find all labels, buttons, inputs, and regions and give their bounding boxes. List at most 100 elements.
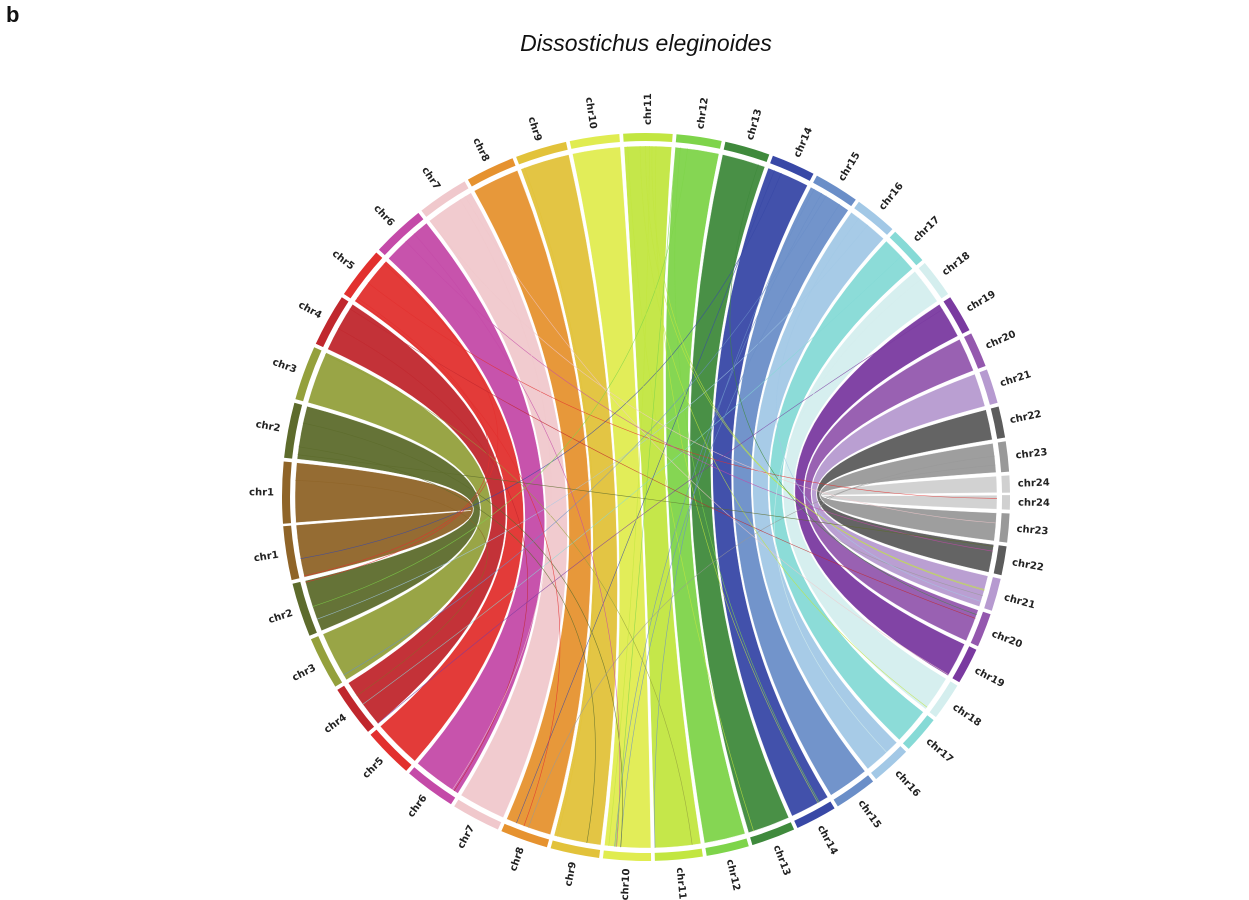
ideogram-chr11-bottom: [654, 848, 703, 861]
label-chr2-bottom: chr2: [267, 608, 294, 626]
ideogram-chr19-bottom: [952, 646, 977, 683]
link-line: [343, 195, 827, 676]
cross-links: [295, 145, 998, 848]
label-chr22-top: chr22: [1009, 409, 1043, 426]
link-line: [608, 145, 650, 847]
ideogram-chr14-bottom: [794, 801, 835, 828]
ideogram-chr16-top: [854, 201, 893, 235]
label-chr1-bottom: chr1: [253, 550, 279, 565]
link-line: [654, 188, 815, 848]
ribbon-chr17: [769, 240, 924, 741]
label-chr19-top: chr19: [965, 289, 998, 315]
link-line: [324, 354, 693, 845]
ideogram-chr10-bottom: [602, 850, 652, 862]
link-line: [349, 308, 976, 619]
label-chr7-top: chr7: [419, 165, 442, 192]
link-line: [312, 148, 688, 607]
link-line: [316, 224, 869, 620]
link-line: [655, 146, 819, 804]
ribbon-chr22: [816, 409, 995, 573]
label-chr5-bottom: chr5: [361, 756, 386, 781]
link-line: [297, 454, 994, 547]
ribbon-chr7: [429, 192, 568, 818]
link-line: [639, 145, 928, 708]
label-chr10-top: chr10: [583, 97, 598, 130]
ideogram-chr7-top: [421, 181, 469, 217]
link-line: [377, 309, 943, 724]
label-chr16-top: chr16: [877, 181, 906, 213]
label-chr15-bottom: chr15: [855, 798, 882, 830]
ideogram-chr1-top: [281, 461, 292, 524]
ideogram-chr4-bottom: [337, 685, 375, 732]
ideogram-chr22-bottom: [993, 545, 1007, 576]
ribbon-chr19: [794, 304, 965, 676]
ideogram-chr5-top: [343, 252, 383, 299]
link-line: [295, 480, 488, 696]
link-line: [405, 240, 993, 552]
label-chr19-bottom: chr19: [973, 665, 1006, 690]
link-line: [775, 217, 982, 602]
label-chr13-top: chr13: [745, 108, 764, 142]
ideogram-chr20-bottom: [970, 611, 991, 647]
ideogram-chr1-bottom: [283, 525, 300, 581]
ribbon-chr15: [732, 186, 866, 796]
chromosome-ring: [281, 132, 1011, 862]
chart-title: Dissostichus eleginoides: [520, 30, 772, 56]
label-chr24-bottom: chr24: [1018, 498, 1050, 510]
label-chr17-bottom: chr17: [924, 736, 955, 765]
ideogram-chr3-top: [295, 347, 322, 402]
label-chr14-top: chr14: [792, 126, 815, 160]
ideogram-chr18-top: [918, 263, 949, 299]
ideogram-chr9-top: [516, 141, 568, 165]
link-line: [614, 193, 823, 847]
ideogram-chr13-top: [723, 141, 770, 162]
ideogram-chr5-bottom: [370, 729, 412, 771]
link-line: [367, 282, 998, 499]
label-chr21-top: chr21: [999, 369, 1033, 389]
link-line: [300, 172, 782, 559]
label-chr1-top: chr1: [249, 487, 274, 498]
link-line: [674, 147, 820, 803]
ribbon-chr24: [821, 475, 998, 510]
ribbon-chr8: [473, 170, 592, 835]
panel-label: b: [6, 2, 20, 27]
label-chr9-top: chr9: [526, 116, 544, 143]
label-chr4-bottom: chr4: [322, 712, 349, 736]
link-line: [303, 297, 490, 577]
label-chr10-bottom: chr10: [620, 868, 633, 900]
ideogram-chr7-bottom: [454, 799, 502, 830]
label-chr20-bottom: chr20: [990, 629, 1024, 651]
link-line: [645, 145, 985, 590]
link-line: [774, 278, 922, 753]
ideogram-chr11-top: [623, 132, 673, 142]
ideogram-chr17-bottom: [902, 715, 934, 749]
label-chr21-bottom: chr21: [1003, 592, 1037, 611]
link-line: [298, 446, 596, 844]
label-chr2-top: chr2: [255, 419, 282, 434]
label-chr6-top: chr6: [371, 203, 396, 229]
ideogram-chr2-bottom: [292, 581, 317, 636]
label-chr17-top: chr17: [911, 214, 942, 244]
ribbon-chr4: [327, 304, 507, 724]
ideogram-chr8-bottom: [501, 823, 550, 848]
ribbon-chr12: [665, 146, 746, 844]
link-line: [452, 199, 552, 790]
link-line: [528, 455, 995, 828]
label-chr3-bottom: chr3: [291, 663, 318, 684]
ideogram-chr2-top: [284, 402, 303, 459]
label-chr4-top: chr4: [296, 300, 323, 322]
link-line: [627, 146, 754, 832]
label-chr11-top: chr11: [643, 93, 654, 125]
ideogram-chr15-bottom: [833, 775, 874, 807]
label-chr11-bottom: chr11: [674, 867, 688, 900]
ideogram-chr23-top: [997, 441, 1010, 473]
ribbon-chr21: [811, 373, 989, 607]
label-chr23-top: chr23: [1015, 447, 1048, 461]
ideogram-chr12-top: [675, 134, 722, 149]
ideogram-chr12-bottom: [705, 838, 749, 856]
label-chr9-bottom: chr9: [563, 861, 579, 888]
link-line: [524, 167, 596, 837]
ideogram-chr14-top: [770, 155, 814, 181]
ideogram-chr9-bottom: [550, 840, 601, 858]
label-chr8-bottom: chr8: [508, 846, 527, 873]
